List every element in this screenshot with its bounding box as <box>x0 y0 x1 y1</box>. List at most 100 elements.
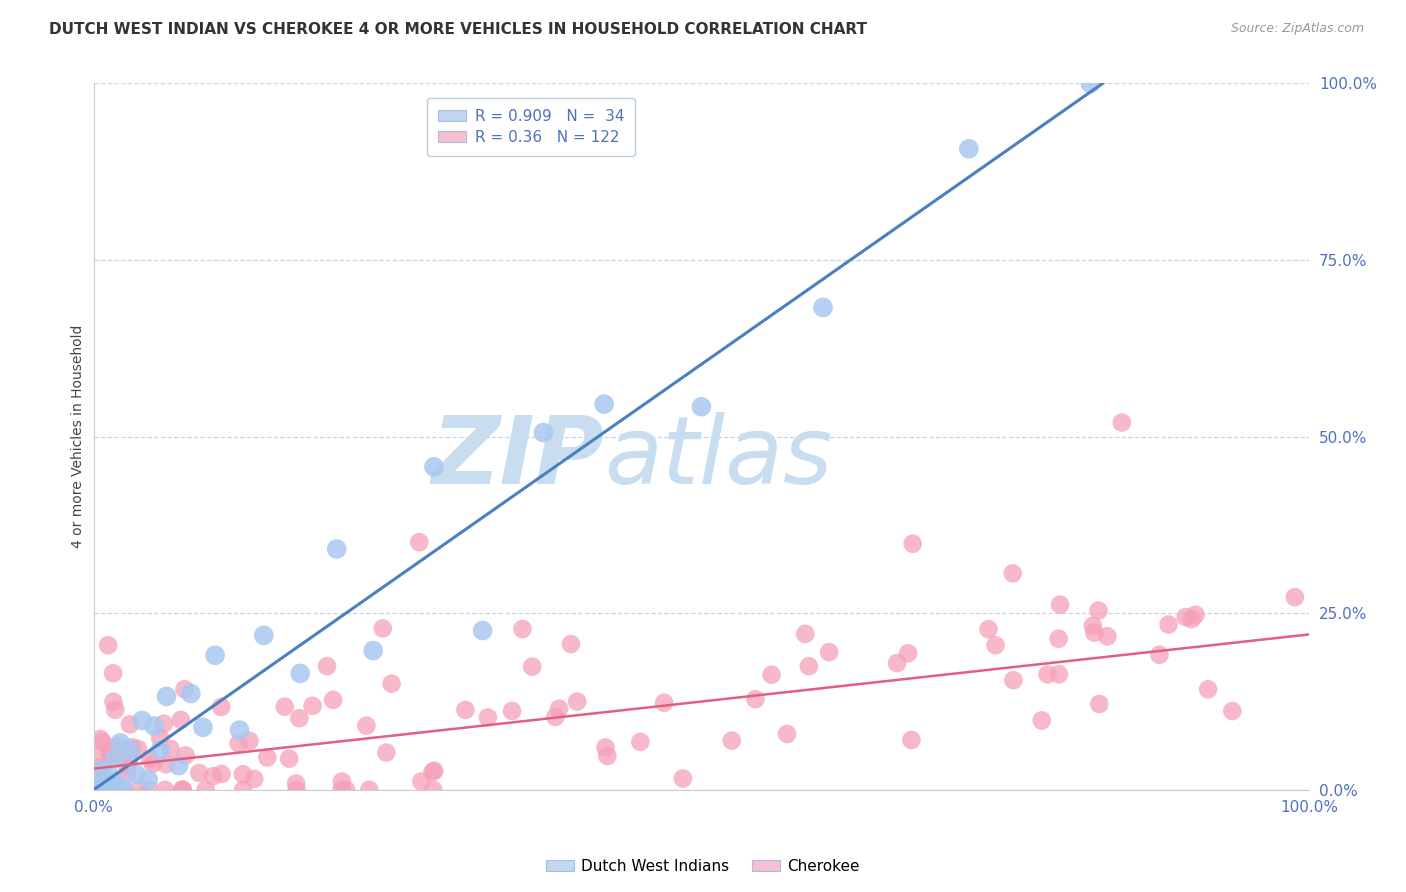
Point <box>596 748 619 763</box>
Point <box>100 782 122 797</box>
Point <box>101 666 124 681</box>
Point <box>1111 416 1133 430</box>
Y-axis label: 4 or more Vehicles in Household: 4 or more Vehicles in Household <box>72 325 86 549</box>
Point <box>110 736 132 750</box>
Point <box>520 659 543 673</box>
Point <box>112 782 135 797</box>
Text: atlas: atlas <box>605 412 832 503</box>
Point <box>87 748 110 763</box>
Point <box>1087 603 1109 617</box>
Point <box>172 782 194 797</box>
Point <box>1097 629 1119 643</box>
Point <box>209 700 232 714</box>
Point <box>103 695 125 709</box>
Point <box>111 782 134 797</box>
Point <box>87 782 110 797</box>
Point <box>96 782 118 797</box>
Point <box>94 782 117 797</box>
Point <box>544 710 567 724</box>
Point <box>115 767 138 781</box>
Point <box>285 782 308 797</box>
Point <box>125 767 148 781</box>
Point <box>89 761 111 775</box>
Point <box>128 782 150 797</box>
Point <box>188 765 211 780</box>
Point <box>422 782 444 797</box>
Point <box>104 703 127 717</box>
Point <box>149 743 172 757</box>
Point <box>107 777 129 791</box>
Point <box>98 745 121 759</box>
Point <box>136 772 159 787</box>
Point <box>1049 598 1071 612</box>
Point <box>1088 697 1111 711</box>
Point <box>139 752 162 766</box>
Point <box>104 750 127 764</box>
Point <box>628 735 651 749</box>
Point <box>818 645 841 659</box>
Point <box>1047 667 1070 681</box>
Point <box>690 400 713 414</box>
Point <box>118 743 141 757</box>
Point <box>288 711 311 725</box>
Point <box>361 643 384 657</box>
Point <box>471 624 494 638</box>
Point <box>501 704 523 718</box>
Point <box>652 696 675 710</box>
Point <box>191 720 214 734</box>
Point <box>194 782 217 797</box>
Point <box>91 735 114 749</box>
Point <box>202 769 225 783</box>
Point <box>97 638 120 652</box>
Point <box>325 541 347 556</box>
Point <box>278 752 301 766</box>
Point <box>155 757 177 772</box>
Point <box>548 701 571 715</box>
Point <box>173 682 195 697</box>
Point <box>560 637 582 651</box>
Point <box>1184 607 1206 622</box>
Point <box>1157 617 1180 632</box>
Point <box>672 772 695 786</box>
Point <box>118 753 141 767</box>
Point <box>977 622 1000 636</box>
Point <box>375 746 398 760</box>
Point <box>153 782 176 797</box>
Point <box>86 782 108 797</box>
Point <box>1036 667 1059 681</box>
Point <box>359 782 381 797</box>
Point <box>155 690 177 704</box>
Point <box>91 763 114 777</box>
Point <box>1197 682 1219 697</box>
Point <box>1080 77 1102 91</box>
Point <box>811 301 834 315</box>
Point <box>89 731 111 746</box>
Point <box>1181 612 1204 626</box>
Point <box>93 782 115 797</box>
Point <box>593 397 616 411</box>
Point <box>531 425 554 440</box>
Text: Source: ZipAtlas.com: Source: ZipAtlas.com <box>1230 22 1364 36</box>
Point <box>143 719 166 733</box>
Point <box>105 739 128 753</box>
Point <box>118 717 141 731</box>
Point <box>170 713 193 727</box>
Point <box>1220 704 1243 718</box>
Point <box>1149 648 1171 662</box>
Point <box>97 765 120 780</box>
Point <box>131 714 153 728</box>
Point <box>322 693 344 707</box>
Point <box>316 659 339 673</box>
Point <box>159 742 181 756</box>
Point <box>253 628 276 642</box>
Point <box>380 676 402 690</box>
Point <box>744 692 766 706</box>
Point <box>1081 619 1104 633</box>
Point <box>301 698 323 713</box>
Point <box>335 782 357 797</box>
Point <box>776 727 799 741</box>
Point <box>118 745 141 759</box>
Point <box>243 772 266 786</box>
Point <box>901 537 924 551</box>
Point <box>1031 714 1053 728</box>
